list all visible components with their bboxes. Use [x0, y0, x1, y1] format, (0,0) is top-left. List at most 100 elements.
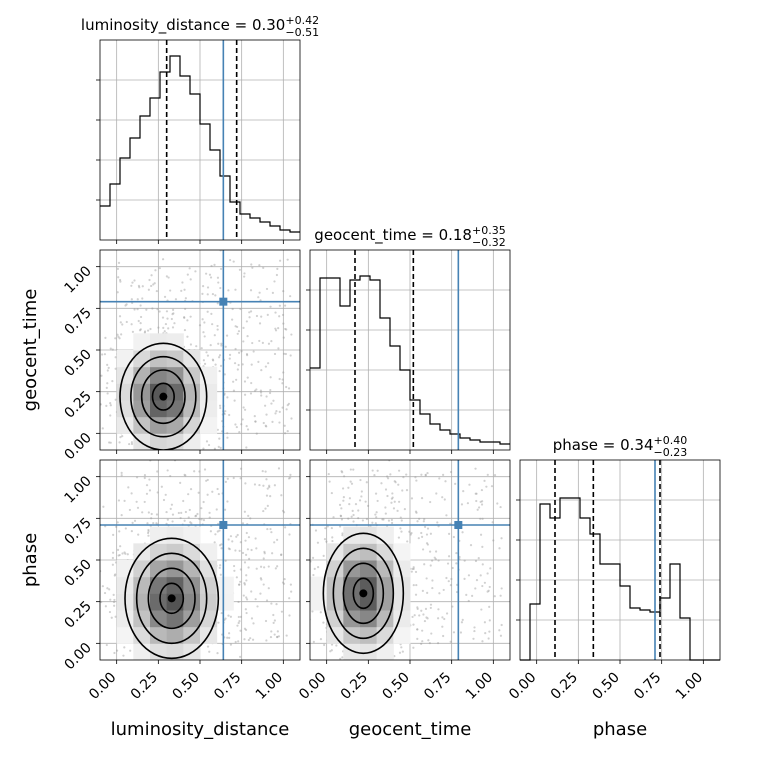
scatter-point [449, 640, 452, 643]
scatter-point [182, 499, 185, 503]
scatter-point [108, 588, 111, 591]
scatter-point [385, 665, 387, 667]
scatter-point [188, 508, 191, 512]
scatter-point [377, 693, 379, 695]
scatter-point [238, 620, 241, 623]
scatter-point [220, 611, 223, 615]
scatter-point [219, 267, 223, 271]
scatter-point [279, 259, 282, 262]
scatter-point [461, 531, 464, 534]
scatter-point [396, 509, 399, 512]
scatter-point [118, 667, 120, 669]
scatter-point [422, 520, 425, 523]
scatter-point [109, 404, 112, 407]
scatter-point [248, 316, 251, 319]
scatter-point [218, 544, 222, 547]
scatter-point [121, 323, 124, 326]
scatter-point [338, 525, 342, 528]
scatter-point [226, 477, 229, 480]
scatter-point [282, 511, 286, 514]
scatter-point [445, 576, 448, 580]
scatter-point [475, 579, 479, 582]
scatter-point [229, 615, 232, 618]
scatter-point [282, 322, 285, 325]
scatter-point [481, 640, 484, 643]
scatter-point [135, 476, 139, 479]
scatter-point [493, 474, 497, 477]
scatter-point [69, 390, 71, 392]
scatter-point [196, 474, 198, 476]
scatter-point [259, 391, 263, 394]
scatter-point [271, 291, 274, 294]
scatter-point [285, 408, 288, 411]
scatter-point [449, 584, 452, 587]
scatter-point [394, 481, 397, 484]
scatter-point [253, 389, 257, 392]
scatter-point [235, 535, 238, 538]
scatter-point [481, 584, 484, 588]
scatter-point [391, 496, 394, 499]
scatter-point [145, 484, 149, 487]
scatter-point [463, 559, 466, 562]
scatter-point [251, 638, 255, 641]
scatter-point [341, 471, 344, 474]
scatter-point [95, 460, 97, 462]
scatter-point [206, 310, 209, 313]
scatter-point [243, 510, 246, 513]
scatter-point [138, 469, 140, 471]
scatter-point [198, 694, 200, 696]
scatter-point [179, 668, 181, 670]
scatter-point [398, 651, 402, 654]
scatter-point [285, 328, 288, 331]
scatter-point [330, 664, 332, 666]
scatter-point [117, 261, 121, 264]
scatter-point [426, 471, 429, 475]
scatter-point [255, 432, 258, 435]
scatter-point [449, 470, 453, 474]
density-cell [183, 593, 201, 611]
scatter-point [180, 453, 182, 455]
scatter-point [112, 533, 115, 536]
scatter-point [281, 406, 284, 409]
scatter-point [162, 498, 166, 502]
scatter-point [249, 517, 252, 520]
scatter-point [234, 549, 237, 552]
scatter-point [177, 504, 179, 506]
scatter-point [101, 585, 104, 588]
scatter-point [202, 331, 205, 334]
scatter-point [365, 517, 369, 521]
scatter-point [206, 286, 210, 289]
scatter-point [151, 307, 154, 310]
scatter-point [289, 295, 292, 298]
scatter-point [243, 582, 246, 585]
scatter-point [188, 709, 190, 711]
scatter-point [339, 657, 342, 660]
scatter-point [243, 393, 247, 396]
scatter-point [246, 353, 249, 357]
scatter-point [238, 268, 242, 271]
scatter-point [417, 537, 420, 540]
scatter-point [293, 609, 295, 611]
scatter-point [171, 520, 174, 523]
scatter-point [442, 473, 445, 476]
scatter-point [219, 364, 223, 367]
density-peak-marker [359, 589, 368, 598]
scatter-point [217, 492, 220, 496]
scatter-point [398, 469, 401, 472]
scatter-point [331, 539, 334, 543]
scatter-point [277, 467, 281, 470]
scatter-point [371, 469, 374, 472]
scatter-point [150, 663, 152, 665]
scatter-point [228, 636, 231, 639]
scatter-point [185, 661, 187, 663]
scatter-point [183, 328, 187, 332]
scatter-point [264, 404, 267, 407]
scatter-point [208, 516, 211, 519]
y-tick-label: 0.25 [61, 388, 94, 421]
scatter-point [237, 363, 240, 367]
contour-level [322, 532, 405, 655]
scatter-point [118, 337, 121, 340]
scatter-point [232, 476, 235, 480]
scatter-point [357, 516, 360, 520]
scatter-point [263, 566, 266, 569]
